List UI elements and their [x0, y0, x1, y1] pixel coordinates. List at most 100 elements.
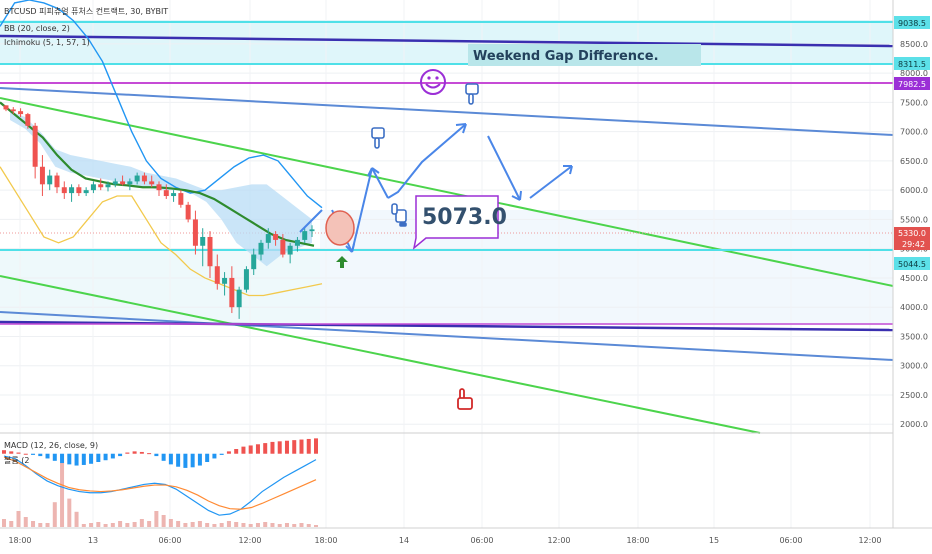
candle-body: [54, 175, 60, 188]
x-tick-label: 15: [709, 536, 719, 545]
volume-bar: [9, 521, 14, 527]
volume-bar: [161, 515, 166, 527]
arrow-head: [511, 190, 522, 201]
volume-bar: [125, 523, 130, 527]
mid-green-line: [0, 97, 894, 287]
hand-down-icon: [371, 127, 385, 149]
time-axis-ticks: 18:00 13 06:00 12:00 18:00 14 06:00 12:00 18:00 1…: [8, 536, 881, 545]
trend-lines: [0, 21, 894, 434]
volume-bar: [292, 524, 297, 527]
volume-bar: [168, 519, 173, 527]
candle-body: [222, 277, 228, 284]
smiley-icon: [420, 69, 446, 95]
arrow-head: [345, 243, 355, 253]
macd-histogram-bar: [9, 451, 14, 454]
candle-body: [251, 254, 257, 270]
volume-bar: [110, 523, 115, 527]
macd-label: MACD (12, 26, close, 9): [4, 441, 99, 450]
volume-bar: [248, 524, 253, 527]
volume-bar: [314, 525, 318, 527]
volume-bar: [118, 521, 123, 527]
macd-histogram-bar: [139, 451, 144, 454]
tag-8311: 8311.5: [898, 60, 926, 69]
candle-body: [76, 187, 82, 194]
signal-line: [3, 456, 317, 510]
candle-body: [90, 184, 96, 191]
macd-histogram-bar: [96, 453, 101, 462]
candle-body: [265, 234, 271, 243]
volume-bar: [212, 524, 217, 527]
candle-body: [3, 105, 9, 110]
candle-body: [243, 269, 249, 290]
tag-current: 5330.0: [898, 229, 926, 238]
volume-bar: [154, 511, 159, 527]
weekend-gap-label: Weekend Gap Difference.: [473, 49, 659, 64]
arrow-segment: [371, 167, 389, 199]
macd-histogram-bar: [270, 441, 275, 454]
macd-histogram-bar: [205, 453, 210, 462]
macd-histogram-bar: [38, 453, 43, 457]
volume-bar: [205, 523, 210, 527]
macd-histogram-bar: [16, 452, 21, 454]
candle-body: [134, 175, 140, 182]
x-tick-label: 12:00: [238, 536, 261, 545]
bb-lower-line: [0, 166, 323, 297]
up-arrow-icon: [336, 256, 348, 268]
macd-sub-label: 볼륨 (2: [4, 456, 30, 465]
bb-label: BB (20, close, 2): [4, 24, 70, 33]
volume-bar: [183, 523, 188, 527]
volume-bar: [89, 523, 94, 527]
tag-countdown: 29:42: [902, 240, 925, 249]
candle-body: [10, 109, 16, 112]
y-tick-label: 8500.0: [900, 40, 928, 49]
y-tick-label: 3500.0: [900, 332, 928, 341]
macd-histogram-bar: [226, 451, 231, 454]
macd-pane: 0.0-250.0-500.0: [2, 438, 926, 527]
candles: [3, 105, 315, 319]
candle-body: [120, 181, 126, 185]
arrow-segment: [529, 165, 573, 199]
upper-channel-line: [0, 87, 894, 136]
volume-bar: [306, 524, 311, 527]
arrow-head: [367, 167, 380, 177]
volume-bar: [190, 522, 195, 527]
candle-body: [141, 175, 147, 182]
macd-histogram-bar: [277, 441, 282, 454]
macd-histogram-bar: [190, 453, 195, 468]
candle-body: [192, 219, 198, 246]
macd-histogram-bar: [31, 453, 36, 455]
y-tick-label: 4000.0: [900, 303, 928, 312]
candle-body: [69, 187, 75, 194]
candle-body: [112, 181, 118, 185]
macd-histogram-bar: [74, 453, 79, 466]
tag-7982: 7982.5: [898, 80, 926, 89]
y-tick-label: 5500.0: [900, 215, 928, 224]
x-tick-label: 18:00: [314, 536, 337, 545]
macd-histogram-bar: [212, 453, 217, 459]
volume-bar: [270, 523, 275, 527]
tag-9038: 9038.5: [898, 19, 926, 28]
macd-histogram-bar: [284, 440, 289, 454]
volume-bar: [103, 524, 108, 527]
volume-bar: [96, 522, 101, 527]
macd-histogram-bar: [248, 445, 253, 454]
candle-body: [185, 204, 191, 220]
candle-body: [200, 236, 206, 246]
gap-zone: [0, 20, 893, 65]
y-tick-label: 6000.0: [900, 186, 928, 195]
x-tick-label: 18:00: [8, 536, 31, 545]
target-price-label: 5073.0: [422, 205, 507, 230]
candle-body: [156, 184, 162, 191]
macd-histogram-bar: [314, 438, 318, 454]
candle-body: [163, 190, 169, 197]
volume-bar: [284, 523, 289, 527]
lower-green-line: [0, 275, 761, 434]
volume-bar: [67, 498, 72, 527]
symbol-line: BTCUSD 피피츄얼 퓨처스 컨트랙트, 30, BYBIT: [4, 7, 169, 16]
y-tick-label: 2000.0: [900, 420, 928, 429]
macd-line: [3, 455, 317, 516]
x-tick-label: 06:00: [158, 536, 181, 545]
candle-body: [83, 190, 89, 194]
